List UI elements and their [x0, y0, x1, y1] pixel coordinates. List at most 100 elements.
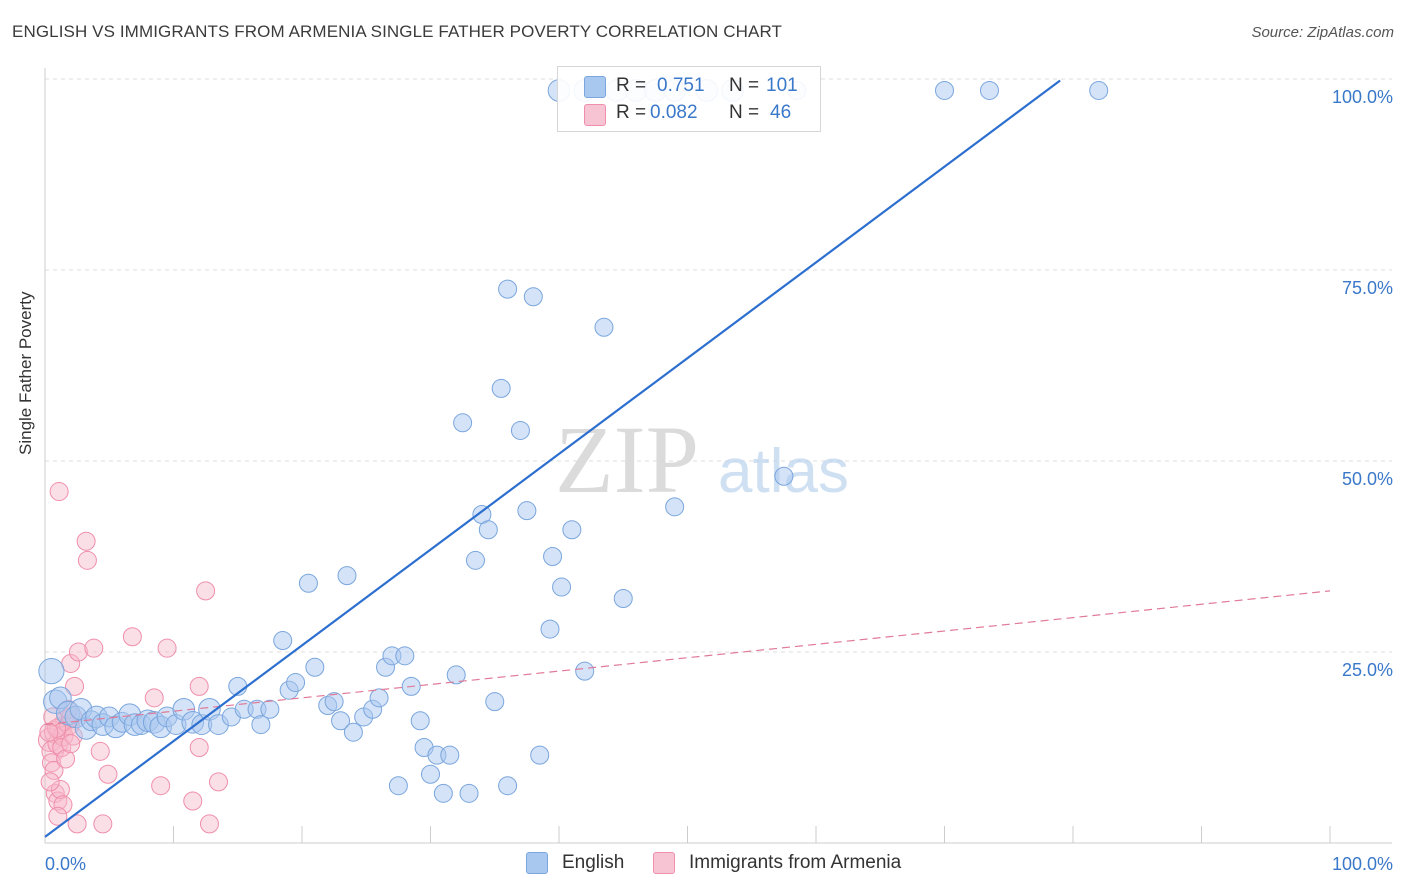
english-point [453, 413, 473, 433]
english-point [421, 764, 440, 784]
armenia-point [49, 482, 69, 502]
legend-armenia-r-label: R = [616, 102, 647, 123]
english-point [446, 665, 466, 685]
english-point [440, 745, 460, 765]
english-point [665, 497, 685, 517]
axes [44, 68, 1392, 844]
x-tick-label: 0.0% [45, 854, 86, 874]
bottom-legend-armenia-label: Immigrants from Armenia [689, 852, 902, 873]
armenia-point [40, 772, 60, 792]
armenia-point [183, 791, 203, 811]
legend-armenia-n-label: N = [729, 102, 760, 123]
armenia-point [144, 688, 164, 708]
watermark-zip: ZIP [555, 406, 699, 513]
tick-labels: 25.0% 50.0% 75.0% 100.0% 0.0% 100.0% [45, 87, 1393, 874]
english-point [286, 673, 306, 693]
english-point [478, 520, 498, 540]
armenia-trend-line [44, 590, 1331, 726]
english-point [562, 520, 582, 540]
armenia-point [77, 550, 97, 570]
y-tick-label: 75.0% [1342, 278, 1393, 298]
english-point [465, 550, 485, 570]
armenia-point [48, 791, 68, 811]
english-point [273, 631, 293, 651]
english-point [260, 699, 280, 719]
armenia-point [68, 642, 88, 662]
armenia-point [122, 627, 142, 647]
english-point [324, 692, 344, 712]
english-point [459, 783, 479, 803]
armenia-point [41, 753, 61, 773]
armenia-point [189, 738, 209, 757]
armenia-point [151, 776, 171, 796]
legend-english-swatch [584, 76, 606, 98]
english-point [935, 80, 954, 100]
bottom-legend: English Immigrants from Armenia [0, 852, 1406, 880]
y-tick-label: 100.0% [1332, 87, 1393, 107]
armenia-point [39, 722, 59, 742]
watermark: ZIP atlas [555, 406, 849, 513]
armenia-point [208, 772, 228, 792]
bottom-legend-english-swatch [526, 852, 548, 874]
armenia-point [98, 764, 118, 784]
chart-title: ENGLISH VS IMMIGRANTS FROM ARMENIA SINGL… [12, 22, 783, 41]
english-point [552, 577, 572, 597]
legend-armenia-swatch [584, 104, 606, 126]
english-point [530, 745, 550, 765]
english-point [510, 420, 530, 440]
armenia-point [189, 676, 209, 696]
english-point [979, 80, 999, 100]
armenia-point [65, 676, 85, 696]
english-point [343, 722, 363, 742]
english-point [298, 573, 318, 593]
english-point [410, 711, 430, 731]
armenia-point [157, 638, 177, 658]
english-point [594, 317, 614, 337]
legend-english-r-value: 0.751 [657, 75, 705, 96]
english-point [305, 657, 325, 677]
bottom-legend-english: English [526, 852, 624, 874]
legend-english-r-label: R = [616, 75, 647, 96]
armenia-point [199, 814, 219, 834]
grid-lines [45, 78, 1392, 653]
english-trend-line [44, 79, 1061, 838]
legend-armenia-n-value: 46 [770, 102, 792, 123]
trend-lines [44, 79, 1331, 838]
armenia-point [61, 734, 81, 754]
english-point [38, 658, 65, 685]
armenia-points [37, 482, 228, 834]
source-credit: Source: ZipAtlas.com [1251, 24, 1394, 41]
english-point [251, 715, 271, 735]
english-point [517, 501, 537, 521]
english-point [388, 776, 408, 796]
legend-english-n-value: 101 [766, 75, 798, 96]
bottom-legend-armenia-swatch [653, 852, 675, 874]
bottom-legend-english-label: English [562, 852, 625, 873]
english-point [491, 378, 511, 398]
armenia-point [50, 780, 70, 800]
armenia-point [48, 806, 68, 826]
english-point [498, 279, 518, 299]
bottom-legend-armenia: Immigrants from Armenia [653, 852, 901, 874]
armenia-point [93, 814, 113, 834]
english-point [1089, 80, 1109, 100]
english-point [613, 589, 633, 609]
armenia-point [44, 760, 64, 780]
legend-armenia-r-value: 0.082 [650, 102, 698, 123]
armenia-point [53, 795, 73, 815]
legend: R = 0.751 N = 101 R = 0.082 N = 46 [557, 66, 821, 132]
english-point [331, 711, 351, 731]
english-point [337, 566, 357, 586]
y-tick-label: 25.0% [1342, 660, 1393, 680]
armenia-point [90, 741, 110, 761]
english-point [485, 692, 505, 712]
x-tick-label: 100.0% [1332, 854, 1393, 874]
armenia-point [45, 783, 65, 803]
armenia-point [76, 531, 96, 551]
armenia-point [67, 814, 87, 834]
english-point [369, 688, 389, 708]
english-point [395, 646, 415, 666]
english-point [575, 661, 595, 681]
legend-english-n-label: N = [729, 75, 760, 96]
